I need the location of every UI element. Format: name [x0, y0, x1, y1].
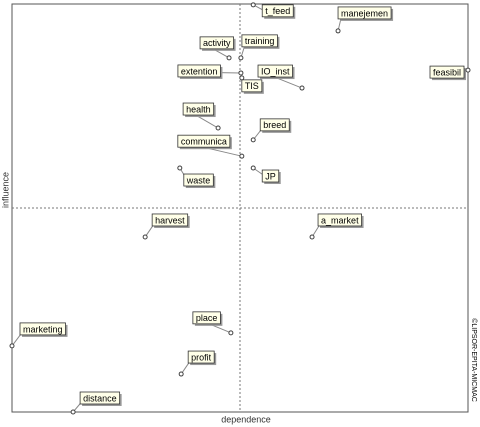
point-label: place [196, 313, 218, 323]
point-label: profit [191, 352, 212, 362]
point [70, 409, 76, 415]
point-label: breed [263, 120, 286, 130]
label-box [429, 65, 465, 79]
point-label: JP [265, 171, 276, 181]
point [142, 234, 148, 240]
label-box [199, 36, 234, 50]
label-box [182, 102, 215, 116]
label-box [317, 213, 362, 227]
point-label: a_market [321, 215, 359, 225]
point-label: manejemen [341, 8, 388, 18]
point-label: marketing [23, 324, 63, 334]
point [250, 137, 256, 143]
point-label: harvest [155, 215, 185, 225]
label-box [151, 213, 189, 227]
point [228, 330, 234, 336]
point-label: distance [83, 393, 117, 403]
point-label: training [245, 36, 275, 46]
credit: ©LIPSOR-EPITA-MICMAC [470, 318, 478, 402]
point [250, 2, 256, 8]
point [239, 153, 245, 159]
point [226, 55, 232, 61]
label-box [261, 4, 294, 18]
point [215, 125, 221, 131]
point [238, 55, 244, 61]
x-axis-title: dependence [221, 414, 271, 424]
point [250, 165, 256, 171]
point [178, 371, 184, 377]
point-label: extention [181, 66, 218, 76]
point-label: communica [181, 137, 227, 147]
point [465, 67, 471, 73]
label-box [241, 79, 263, 93]
point [239, 75, 245, 81]
point-label: IO_inst [261, 66, 290, 76]
point-label: waste [186, 175, 211, 185]
label-box [257, 64, 293, 78]
point-label: TIS [245, 81, 259, 91]
point [335, 28, 341, 34]
label-box [79, 391, 121, 405]
label-box [187, 350, 215, 364]
point [309, 234, 315, 240]
point [238, 70, 244, 76]
label-box [337, 6, 392, 20]
point [177, 165, 183, 171]
point-label: activity [203, 38, 231, 48]
label-box [259, 118, 290, 132]
point-label: t_feed [265, 6, 290, 16]
point [9, 343, 15, 349]
point-label: feasibil [433, 67, 461, 77]
label-box [241, 34, 278, 48]
label-box [19, 322, 66, 336]
point-label: health [186, 104, 211, 114]
y-axis-title: influence [0, 172, 10, 208]
label-box [177, 64, 221, 78]
label-box [192, 311, 221, 325]
label-box [183, 173, 214, 187]
point [299, 85, 305, 91]
label-box [261, 169, 280, 183]
label-box [177, 134, 231, 148]
